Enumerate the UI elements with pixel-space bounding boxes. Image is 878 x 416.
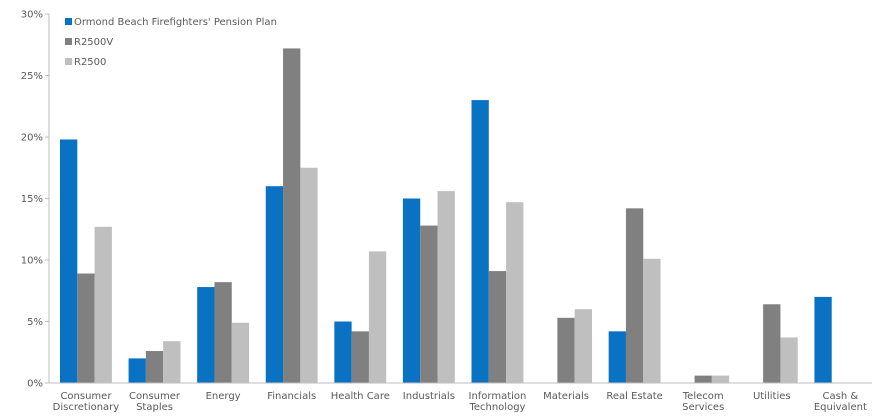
bar-ormond-beach-firefighters-pension-plan-8 (608, 331, 626, 383)
bars (60, 48, 832, 383)
bar-r2500v-7 (557, 317, 575, 383)
x-tick-label: Consumer Staples (129, 391, 181, 413)
legend-label: R2500 (74, 57, 106, 68)
x-tick-label: Utilities (753, 391, 791, 402)
bar-r2500v-8 (625, 208, 644, 383)
x-tick-label: Materials (543, 391, 589, 402)
y-axis: 0% 5% 10% 15% 20% 25% 30% (21, 10, 50, 390)
x-tick-label: Financials (267, 391, 316, 402)
y-tick-label: 20% (21, 133, 43, 144)
bar-r2500v-3 (283, 48, 301, 383)
bar-r2500v-6 (488, 271, 507, 383)
y-tick-label: 10% (21, 256, 43, 267)
y-tick-label: 0% (27, 379, 43, 390)
x-tick-label: Telecom Services (682, 391, 725, 413)
x-tick-label: Real Estate (606, 391, 662, 402)
bar-ormond-beach-firefighters-pension-plan-0 (60, 139, 78, 383)
bar-ormond-beach-firefighters-pension-plan-6 (471, 100, 489, 383)
bar-r2500-3 (300, 167, 318, 383)
bar-r2500-10 (780, 337, 798, 383)
bar-ormond-beach-firefighters-pension-plan-1 (128, 358, 146, 383)
y-tick-label: 5% (27, 317, 43, 328)
bar-ormond-beach-firefighters-pension-plan-4 (334, 321, 352, 383)
x-tick-label: Industrials (403, 391, 455, 402)
bar-ormond-beach-firefighters-pension-plan-3 (265, 186, 284, 383)
bar-r2500-0 (94, 226, 112, 383)
y-tick-label: 15% (21, 194, 43, 205)
bar-r2500v-4 (351, 331, 369, 383)
bar-r2500v-2 (214, 282, 232, 383)
bar-r2500-8 (643, 258, 661, 383)
bar-r2500-4 (368, 251, 387, 383)
bar-r2500v-0 (77, 273, 95, 383)
bar-r2500-5 (437, 191, 455, 383)
bar-r2500v-9 (694, 375, 712, 383)
bar-r2500-1 (163, 341, 181, 383)
bar-r2500v-10 (763, 304, 781, 383)
bar-ormond-beach-firefighters-pension-plan-2 (197, 287, 215, 383)
bar-r2500-2 (231, 322, 250, 383)
legend-label: R2500V (74, 37, 113, 48)
legend-swatch (65, 58, 72, 65)
bar-r2500-9 (711, 375, 730, 383)
bar-r2500v-5 (420, 225, 438, 383)
bar-r2500-7 (574, 309, 592, 383)
legend-label: Ormond Beach Firefighters' Pension Plan (74, 17, 277, 28)
x-tick-label: Health Care (331, 391, 390, 402)
x-tick-label: Information Technology (468, 391, 526, 413)
x-tick-label: Energy (206, 391, 241, 402)
x-tick-label: Cash & Equivalent (814, 391, 867, 413)
legend: Ormond Beach Firefighters' Pension Plan R… (65, 17, 277, 68)
legend-swatch (65, 18, 72, 25)
y-tick-label: 30% (21, 10, 43, 21)
bar-ormond-beach-firefighters-pension-plan-11 (814, 296, 832, 383)
bar-r2500v-1 (145, 351, 164, 383)
x-tick-label: Consumer Discretionary (53, 391, 120, 413)
bar-r2500-6 (506, 202, 524, 383)
bar-ormond-beach-firefighters-pension-plan-5 (402, 198, 421, 383)
legend-swatch (65, 38, 72, 45)
x-axis: Consumer Discretionary Consumer Staples Ener… (49, 382, 872, 413)
y-tick-label: 25% (21, 71, 43, 82)
